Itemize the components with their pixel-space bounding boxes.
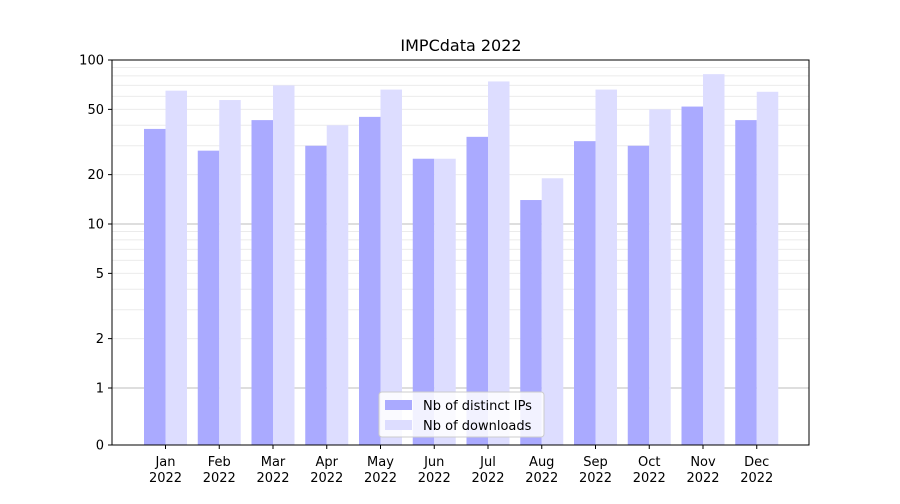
bar-distinct-ips [627, 145, 650, 445]
y-tick-label: 50 [87, 103, 104, 118]
bar-downloads [756, 91, 779, 445]
bar-distinct-ips [735, 120, 757, 445]
x-tick-label-year: 2022 [203, 471, 236, 486]
bar-distinct-ips [144, 128, 166, 445]
y-tick-label: 1 [96, 382, 104, 397]
bar-distinct-ips [520, 200, 542, 445]
legend-swatch [385, 400, 412, 410]
y-tick-label: 5 [96, 267, 104, 282]
bar-downloads [649, 109, 671, 445]
bar-downloads [488, 81, 510, 446]
bar-distinct-ips [359, 116, 381, 446]
bar-distinct-ips [251, 120, 273, 445]
x-tick-label-year: 2022 [740, 471, 773, 486]
bar-downloads [273, 85, 295, 445]
bar-downloads [595, 89, 617, 446]
x-tick-label-year: 2022 [686, 471, 719, 486]
x-tick-label-month: May [367, 455, 394, 470]
x-tick-label-month: Dec [744, 455, 769, 470]
legend-box [378, 391, 545, 438]
bar-downloads [541, 178, 564, 445]
x-tick-label-month: Jun [423, 455, 444, 470]
bar-distinct-ips [197, 150, 220, 445]
bar-downloads [165, 90, 187, 445]
x-tick-label-year: 2022 [633, 471, 666, 486]
bar-downloads [219, 100, 241, 445]
bar-downloads [380, 89, 402, 446]
plot-frame [111, 59, 810, 446]
y-tick-label: 100 [79, 54, 104, 69]
bar-distinct-ips [574, 141, 596, 446]
bar-downloads [703, 74, 725, 446]
x-tick-label-month: Jul [479, 455, 496, 470]
x-tick-label-year: 2022 [418, 471, 451, 486]
x-tick-label-month: Oct [638, 455, 660, 470]
bar-distinct-ips [412, 158, 435, 445]
x-tick-label-year: 2022 [149, 471, 182, 486]
bars [144, 74, 779, 446]
x-tick-label-year: 2022 [525, 471, 558, 486]
bar-distinct-ips [466, 136, 488, 445]
bar-downloads [326, 125, 349, 446]
x-tick-label-month: Mar [261, 455, 286, 470]
y-tick-label: 0 [96, 439, 104, 454]
bar-distinct-ips [305, 145, 327, 445]
x-tick-label-year: 2022 [310, 471, 343, 486]
x-tick-label-month: Aug [529, 455, 554, 470]
bar-distinct-ips [681, 106, 703, 446]
x-axis: Jan2022Feb2022Mar2022Apr2022May2022Jun20… [149, 445, 773, 486]
legend-swatch [385, 420, 412, 430]
x-tick-label-month: Apr [316, 455, 339, 470]
chart-title: IMPCdata 2022 [400, 36, 521, 55]
x-tick-label-month: Nov [690, 455, 716, 470]
x-tick-label-year: 2022 [364, 471, 397, 486]
x-tick-label-year: 2022 [471, 471, 504, 486]
legend-label: Nb of distinct IPs [423, 399, 532, 414]
y-tick-label: 10 [87, 218, 104, 233]
legend: Nb of distinct IPs Nb of downloads [378, 391, 545, 438]
bar-downloads [434, 158, 456, 445]
legend-label: Nb of downloads [423, 419, 532, 434]
x-tick-label-month: Jan [154, 455, 175, 470]
x-tick-label-year: 2022 [256, 471, 289, 486]
x-tick-label-month: Sep [583, 455, 608, 470]
x-tick-label-year: 2022 [579, 471, 612, 486]
y-tick-label: 2 [96, 332, 104, 347]
y-axis: 0 1 2 5 10 20 50 100 [79, 54, 112, 454]
x-tick-label-month: Feb [208, 455, 231, 470]
y-tick-label: 20 [87, 168, 104, 183]
